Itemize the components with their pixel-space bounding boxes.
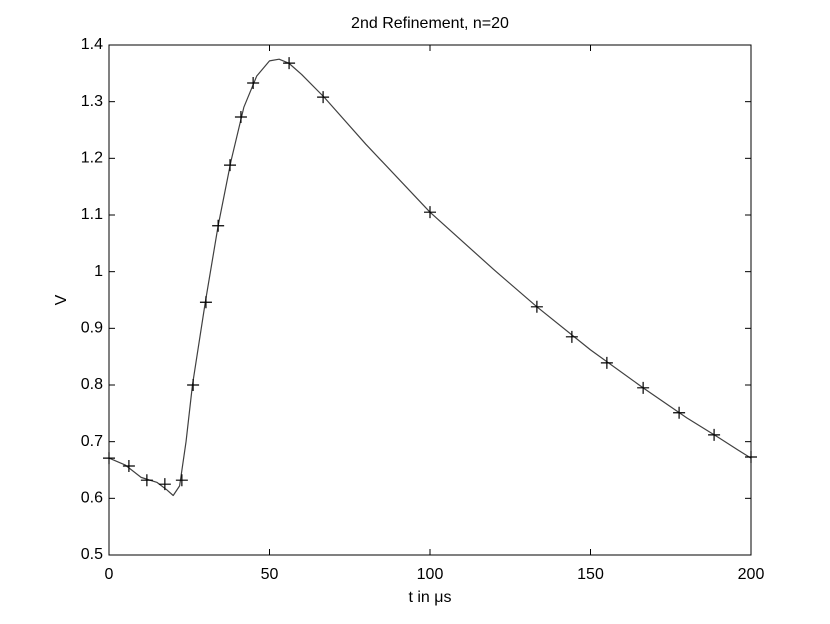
x-tick-label: 150 — [577, 566, 604, 583]
y-tick-label: 1 — [94, 263, 103, 280]
x-tick-label: 100 — [417, 566, 444, 583]
data-marker — [708, 428, 721, 441]
x-tick-label: 50 — [261, 566, 279, 583]
y-tick-label: 0.7 — [81, 433, 103, 450]
data-marker — [224, 159, 237, 172]
y-tick-label: 1.1 — [81, 206, 103, 223]
data-marker — [175, 474, 188, 487]
data-marker — [565, 330, 578, 343]
x-axis-label: t in μs — [408, 589, 451, 606]
data-marker — [317, 91, 330, 104]
data-marker — [424, 206, 436, 219]
data-marker — [637, 381, 650, 394]
y-tick-label: 0.5 — [81, 546, 103, 563]
data-marker — [122, 460, 135, 473]
data-marker — [234, 110, 247, 123]
y-tick-label: 0.6 — [81, 490, 103, 507]
y-tick-label: 1.3 — [81, 93, 103, 110]
data-marker — [158, 478, 171, 491]
x-tick-label: 200 — [738, 566, 765, 583]
chart-title: 2nd Refinement, n=20 — [351, 15, 509, 32]
data-marker — [199, 296, 212, 309]
data-marker — [283, 57, 296, 70]
data-marker — [140, 474, 153, 487]
data-marker — [530, 300, 543, 313]
data-marker — [600, 356, 613, 369]
y-tick-label: 0.9 — [81, 320, 103, 337]
data-marker — [187, 379, 200, 391]
data-marker — [212, 219, 225, 232]
data-marker — [673, 406, 686, 419]
data-marker — [247, 76, 260, 89]
x-tick-label: 0 — [105, 566, 114, 583]
y-axis-label: V — [53, 294, 70, 305]
y-tick-label: 0.8 — [81, 376, 103, 393]
y-tick-label: 1.2 — [81, 150, 103, 167]
y-tick-label: 1.4 — [81, 36, 103, 53]
data-marker — [103, 452, 115, 465]
data-marker — [745, 450, 757, 463]
